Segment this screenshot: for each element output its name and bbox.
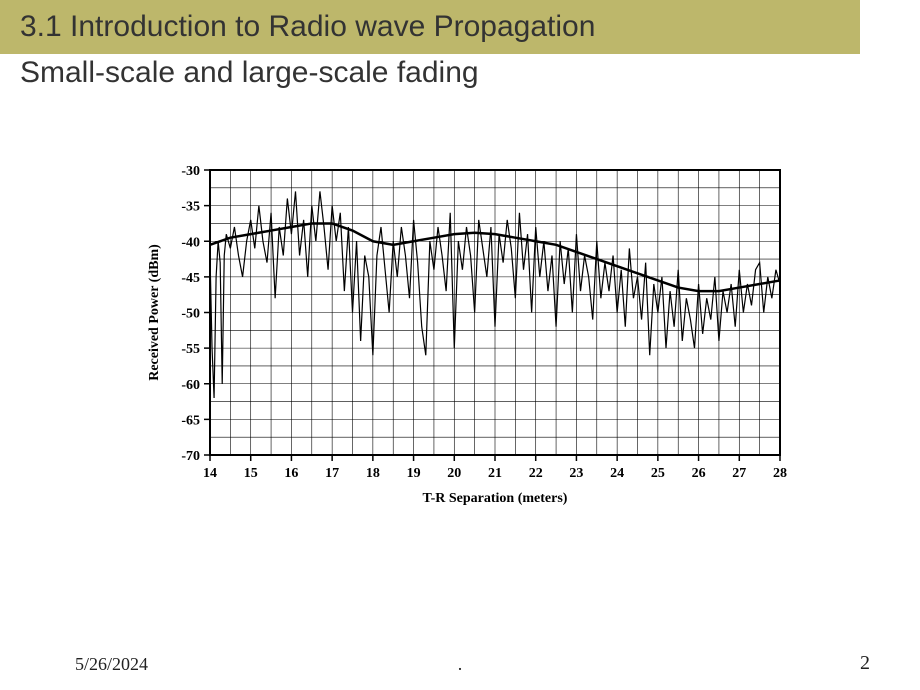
svg-text:-35: -35	[181, 200, 200, 215]
footer-center: .	[458, 654, 463, 675]
slide-subtitle: Small-scale and large-scale fading	[0, 54, 920, 92]
svg-text:20: 20	[447, 466, 461, 481]
fading-chart: 14 15 16 17 18 19 20 21 22 23 24 25 26 27 28 -70 -65 -60 -…	[140, 160, 800, 510]
footer-page: 2	[860, 652, 870, 675]
svg-text:Received Power (dBm): Received Power (dBm)	[147, 244, 162, 381]
svg-text:-70: -70	[181, 449, 200, 464]
svg-text:-45: -45	[181, 271, 200, 286]
svg-text:15: 15	[244, 466, 258, 481]
footer-page-text: 2	[860, 652, 870, 674]
svg-text:21: 21	[488, 466, 502, 481]
svg-text:-40: -40	[181, 235, 200, 250]
footer-date: 5/26/2024	[75, 654, 148, 675]
svg-text:28: 28	[773, 466, 787, 481]
svg-text:22: 22	[529, 466, 543, 481]
footer-date-text: 5/26/2024	[75, 654, 148, 674]
svg-text:-65: -65	[181, 413, 200, 428]
svg-text:16: 16	[284, 466, 298, 481]
svg-text:18: 18	[366, 466, 380, 481]
svg-text:19: 19	[407, 466, 421, 481]
svg-text:27: 27	[732, 466, 746, 481]
svg-text:17: 17	[325, 466, 339, 481]
svg-text:25: 25	[651, 466, 665, 481]
svg-text:26: 26	[692, 466, 706, 481]
svg-text:14: 14	[203, 466, 217, 481]
chart-svg: 14 15 16 17 18 19 20 21 22 23 24 25 26 27 28 -70 -65 -60 -…	[140, 160, 800, 510]
svg-text:24: 24	[610, 466, 624, 481]
title-text: 3.1 Introduction to Radio wave Propagati…	[20, 10, 595, 43]
slide-title: 3.1 Introduction to Radio wave Propagati…	[0, 0, 860, 54]
svg-text:T-R Separation (meters): T-R Separation (meters)	[423, 491, 568, 506]
svg-text:-30: -30	[181, 164, 200, 179]
subtitle-text: Small-scale and large-scale fading	[20, 56, 479, 89]
svg-text:-60: -60	[181, 378, 200, 393]
svg-text:23: 23	[569, 466, 583, 481]
svg-text:-50: -50	[181, 307, 200, 322]
footer-center-text: .	[458, 654, 463, 674]
svg-text:-55: -55	[181, 342, 200, 357]
